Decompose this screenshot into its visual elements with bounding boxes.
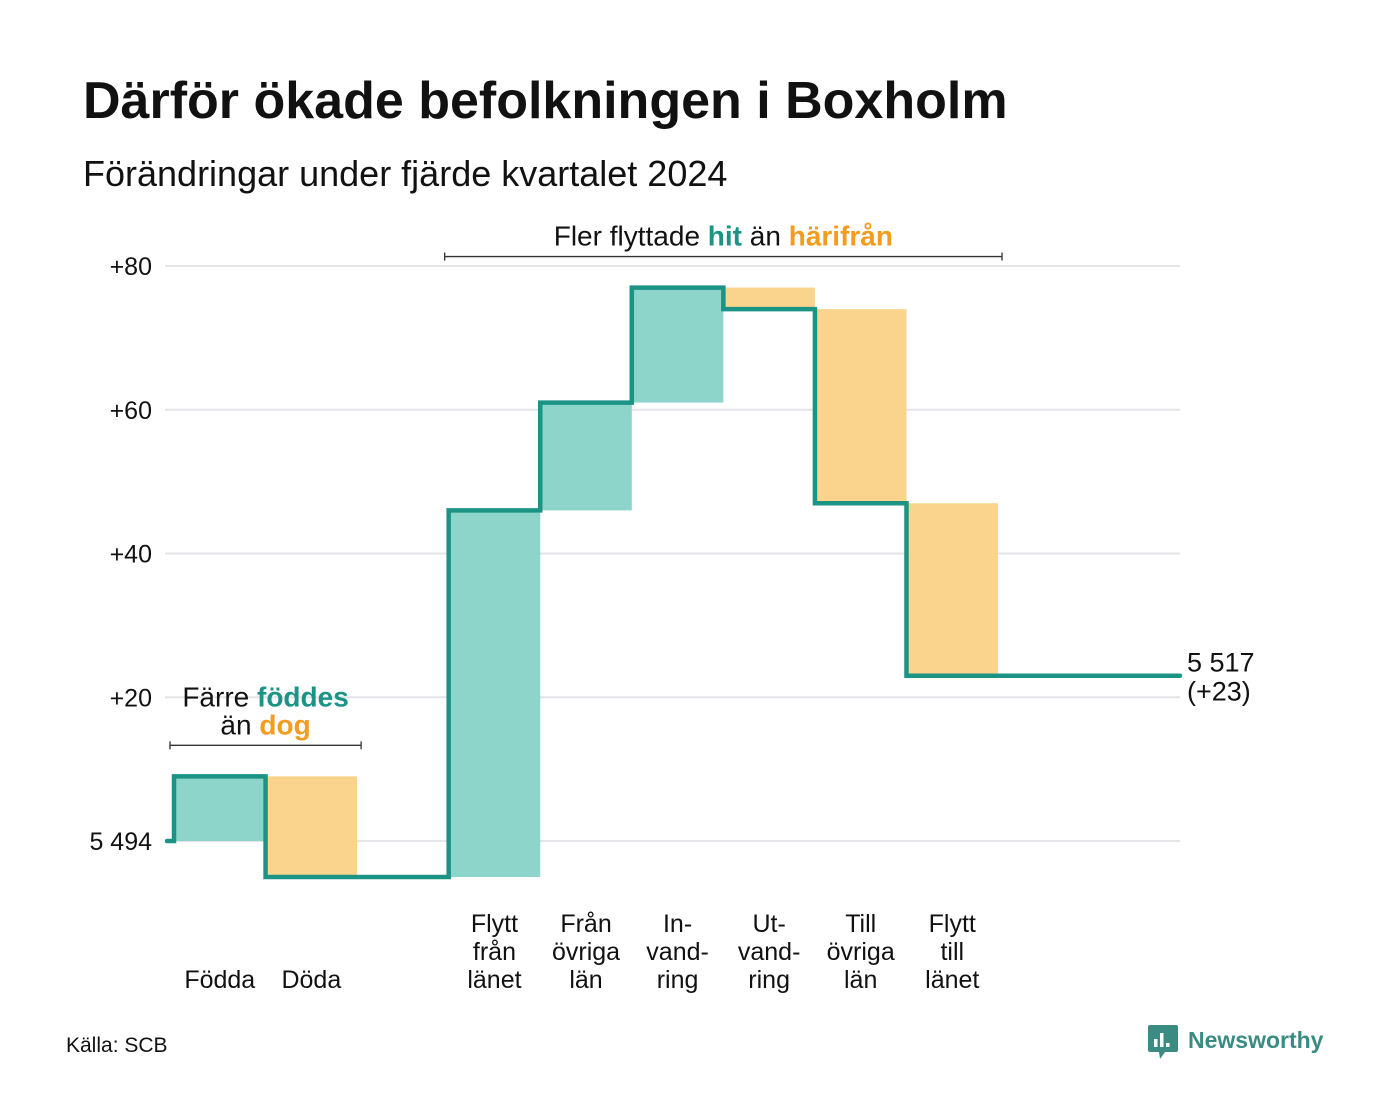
bar-flytt-fran-lanet bbox=[448, 510, 541, 877]
x-axis-label: Flytt bbox=[929, 910, 976, 938]
bar-fran-ovriga-lan bbox=[540, 402, 632, 511]
x-axis-label: länet bbox=[925, 966, 979, 994]
y-axis: 5 494 +20 +40 +60 +80 bbox=[89, 253, 152, 856]
bar-in-vand-ring bbox=[631, 287, 724, 403]
x-axis-label: övriga bbox=[552, 938, 620, 966]
x-axis-label: ring bbox=[657, 966, 699, 994]
x-axis-label: länet bbox=[467, 966, 521, 994]
y-tick-label: +60 bbox=[110, 397, 152, 425]
x-axis-label: till bbox=[940, 938, 964, 966]
x-axis-label: ring bbox=[748, 966, 790, 994]
chart-subtitle: Förändringar under fjärde kvartalet 2024 bbox=[83, 153, 727, 194]
annotation-text: än dog bbox=[220, 709, 310, 740]
bar-flytt-till-lanet bbox=[906, 503, 999, 676]
bar-doda bbox=[265, 776, 358, 877]
group-bracket bbox=[169, 741, 362, 750]
annotation-highlight: härifrån bbox=[789, 221, 893, 252]
waterfall-chart: 5 494+20+40+60+80 Födda DödaFlyttfrånläne… bbox=[89, 221, 1254, 994]
end-change-label: (+23) bbox=[1187, 677, 1251, 707]
annotation-highlight: föddes bbox=[257, 681, 349, 712]
x-axis-label: från bbox=[473, 938, 516, 966]
bars bbox=[174, 287, 999, 877]
annotation-word: Färre bbox=[182, 681, 249, 712]
bar-ut-vand-ring bbox=[723, 287, 815, 310]
chart-title: Därför ökade befolkningen i Boxholm bbox=[83, 72, 1008, 130]
source-note: Källa: SCB bbox=[66, 1034, 168, 1057]
annotation-word: än bbox=[750, 221, 781, 252]
x-axis: Födda DödaFlyttfrånlänetFrånövrigalänIn-v… bbox=[184, 910, 979, 994]
x-axis-label: län bbox=[569, 966, 602, 994]
x-axis-label: Födda bbox=[184, 966, 255, 994]
y-tick-label: +40 bbox=[110, 541, 152, 569]
x-axis-label: In- bbox=[663, 910, 692, 938]
bar-till-ovriga-lan bbox=[814, 309, 907, 504]
x-axis-label: övriga bbox=[827, 938, 895, 966]
y-tick-label: 5 494 bbox=[89, 828, 152, 856]
y-tick-label: +20 bbox=[110, 684, 152, 712]
y-tick-label: +80 bbox=[110, 253, 152, 281]
annotation-word: än bbox=[220, 709, 251, 740]
group-bracket bbox=[444, 252, 1003, 261]
end-value: 5 517(+23) bbox=[1187, 648, 1255, 707]
end-value-label: 5 517 bbox=[1187, 648, 1255, 678]
x-axis-label: län bbox=[844, 966, 877, 994]
brand-logo: Newsworthy bbox=[1148, 1025, 1324, 1059]
annotation-text: Färre föddes bbox=[182, 681, 348, 712]
x-axis-label: Från bbox=[560, 910, 611, 938]
brand-name: Newsworthy bbox=[1188, 1027, 1324, 1053]
x-axis-label: vand- bbox=[646, 938, 709, 966]
x-axis-label: Döda bbox=[281, 966, 341, 994]
x-axis-label: Till bbox=[845, 910, 876, 938]
icon-bar bbox=[1160, 1033, 1164, 1047]
annotation-text: Fler flyttade hit än härifrån bbox=[554, 221, 893, 252]
x-axis-label: vand- bbox=[738, 938, 801, 966]
icon-bar bbox=[1154, 1039, 1158, 1047]
running-total-line bbox=[164, 285, 1183, 880]
icon-bar bbox=[1166, 1043, 1170, 1047]
annotation-highlight: dog bbox=[259, 709, 310, 740]
bar-chart-bubble-icon bbox=[1148, 1025, 1178, 1059]
x-axis-label: Ut- bbox=[752, 910, 785, 938]
annotation-highlight: hit bbox=[708, 221, 742, 252]
x-axis-label: Flytt bbox=[471, 910, 518, 938]
annotation-word: Fler flyttade bbox=[554, 221, 700, 252]
bar-fodda bbox=[174, 776, 266, 841]
